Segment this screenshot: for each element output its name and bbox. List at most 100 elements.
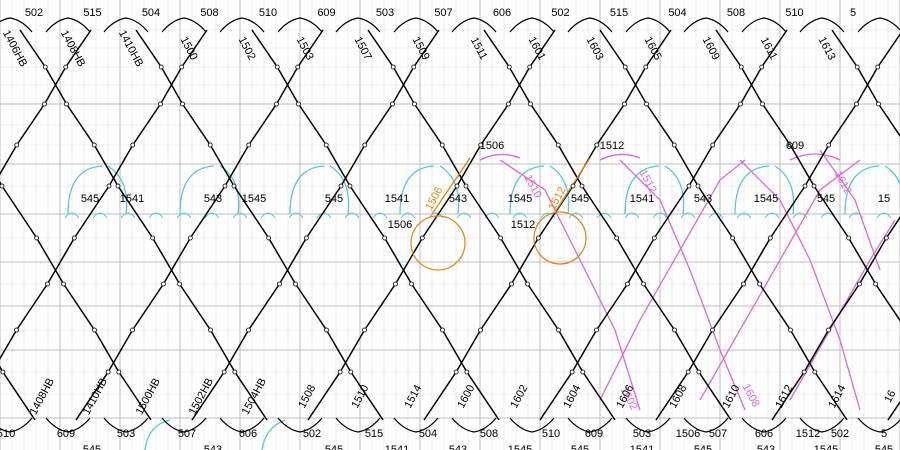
turnaround-bottom <box>393 417 439 433</box>
station-stop-dot <box>266 235 272 241</box>
bottom-slanted-label: 1408HB <box>28 376 57 417</box>
turnaround-bottom <box>625 417 671 433</box>
bottom-label: 502 <box>303 428 321 440</box>
station-stop-dot <box>208 327 213 333</box>
station-stop-dot <box>180 101 185 107</box>
mid-label: 1541 <box>630 193 654 205</box>
station-stop-dot <box>293 281 298 287</box>
cyan-arc <box>329 165 350 215</box>
turnaround-top <box>509 17 555 33</box>
station-stop-dot <box>812 369 818 375</box>
station-stop-dot <box>811 183 817 189</box>
cyan-small-arc <box>148 212 164 219</box>
cyan-arc <box>664 165 685 215</box>
bottom-label: 510 <box>542 428 560 440</box>
station-stop-dot <box>883 235 889 241</box>
station-stop-dot <box>323 142 329 148</box>
bottom-label: 503 <box>633 428 651 440</box>
train-line <box>0 29 208 360</box>
cyan-small-arc <box>764 212 780 219</box>
station-stop-dot <box>419 235 425 241</box>
turnaround-top <box>335 17 381 33</box>
station-stop-dot <box>876 101 881 107</box>
station-stop-dot <box>672 327 677 333</box>
turnaround-bottom <box>509 417 555 433</box>
station-stop-dot <box>440 327 445 333</box>
turnaround-bottom <box>741 417 787 433</box>
train-line <box>251 29 500 421</box>
cyan-small-arc <box>512 212 528 219</box>
upper-mid-label: 609 <box>786 140 804 152</box>
turnaround-top <box>625 17 671 33</box>
cyan-small-arc <box>400 212 416 219</box>
cyan-small-arc <box>316 212 332 219</box>
station-stop-dot <box>92 327 97 333</box>
mid-label: 15 <box>878 193 890 205</box>
station-stop-dot <box>826 327 831 333</box>
station-stop-dot <box>569 369 575 375</box>
train-line <box>599 29 848 421</box>
station-stop-dot <box>158 64 164 70</box>
bottom-label: 507 <box>178 428 196 440</box>
top-label: 507 <box>434 7 452 19</box>
turnaround-top <box>45 17 91 33</box>
train-line <box>367 29 616 421</box>
station-stop-dot <box>695 183 701 189</box>
station-stop-dot <box>710 142 716 148</box>
cyan-small-arc <box>596 212 612 219</box>
bottom-slanted-label: 1504HB <box>240 376 269 417</box>
turnaround-top <box>161 17 207 33</box>
station-stop-dot <box>730 235 736 241</box>
train-line <box>19 29 268 421</box>
pink-hump <box>479 153 521 161</box>
station-stop-dot <box>42 101 47 107</box>
station-stop-dot <box>34 235 40 241</box>
station-stop-dot <box>527 64 533 70</box>
cyan-small-arc <box>540 212 556 219</box>
cyan-arc <box>107 165 128 215</box>
station-stop-dot <box>324 327 329 333</box>
station-stop-dot <box>348 369 354 375</box>
station-stop-dot <box>382 235 388 241</box>
station-stop-dot <box>643 64 649 70</box>
top-slanted-label: 1603 <box>584 35 606 62</box>
cyan-small-arc <box>792 212 808 219</box>
station-stop-dot <box>854 64 860 70</box>
station-stop-dot <box>161 281 166 287</box>
top-slanted-label: 1509 <box>410 35 432 62</box>
top-slanted-label: 1601 <box>526 35 548 62</box>
bottom-cut-label: 545 <box>83 444 101 450</box>
station-stop-dot <box>91 142 97 148</box>
station-stop-dot <box>696 369 702 375</box>
station-stop-dot <box>622 101 627 107</box>
bottom-cut-label: 545 <box>875 444 893 450</box>
bottom-label: 504 <box>419 428 437 440</box>
bottom-cut-label: 545 <box>571 444 589 450</box>
turnaround-bottom <box>161 417 207 433</box>
train-line <box>483 29 732 421</box>
station-stop-dot <box>555 142 561 148</box>
station-stop-dot <box>671 142 677 148</box>
station-stop-dot <box>115 183 121 189</box>
mid-label: 543 <box>204 193 222 205</box>
cyan-small-arc <box>344 212 360 219</box>
cyan-arc <box>509 165 545 215</box>
station-stop-dots <box>0 64 889 375</box>
train-line <box>887 400 900 421</box>
cyan-small-arc <box>260 212 276 219</box>
bottom-cut-label: 1545 <box>508 444 532 450</box>
station-stop-dot <box>738 64 744 70</box>
station-stop-dot <box>221 369 227 375</box>
top-label: 609 <box>317 7 335 19</box>
station-stop-dot <box>439 142 445 148</box>
station-stop-dot <box>63 64 69 70</box>
bottom-label: 609 <box>57 428 75 440</box>
station-stop-dot <box>0 369 6 375</box>
station-stop-dot <box>42 64 48 70</box>
cyan-arc <box>884 165 900 186</box>
station-stop-dot <box>177 281 182 287</box>
station-stop-dot <box>463 183 469 189</box>
top-label: 515 <box>610 7 628 19</box>
mid-label: 545 <box>571 193 589 205</box>
